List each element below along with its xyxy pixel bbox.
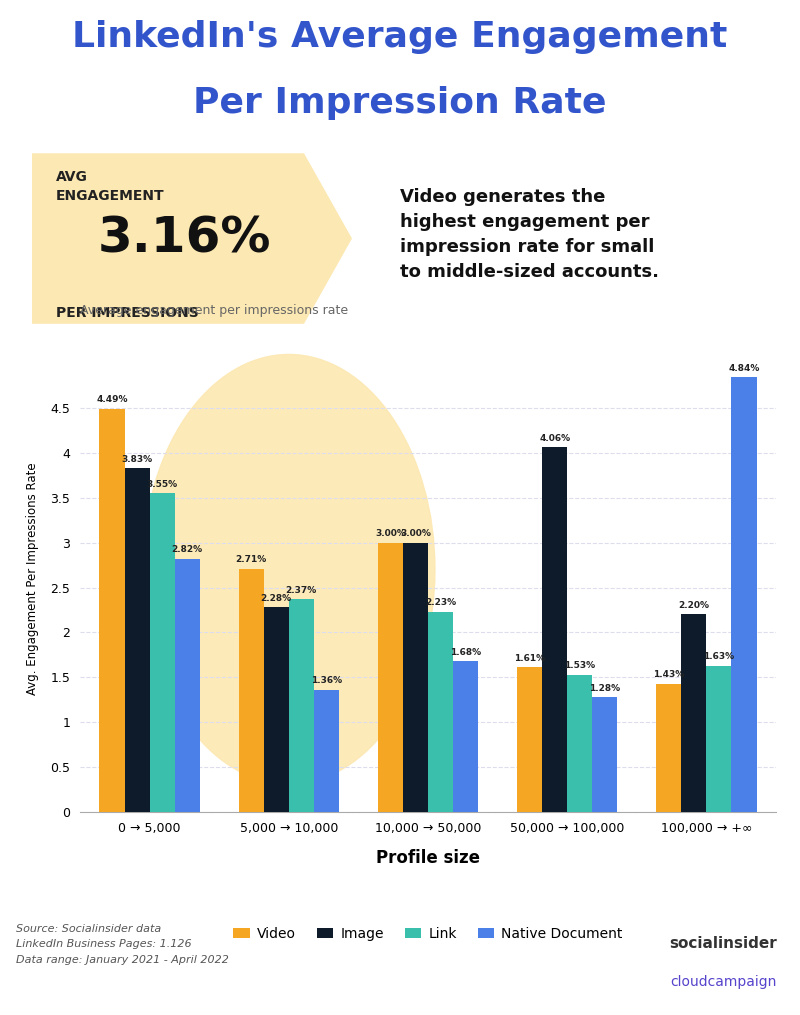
Bar bbox=[174, 559, 200, 812]
Text: 2.23%: 2.23% bbox=[425, 598, 456, 607]
Text: 1.68%: 1.68% bbox=[450, 648, 481, 657]
Legend: Video, Image, Link, Native Document: Video, Image, Link, Native Document bbox=[228, 922, 628, 947]
Bar bbox=[125, 468, 150, 812]
Bar bbox=[264, 607, 289, 812]
Text: 3.00%: 3.00% bbox=[375, 529, 406, 538]
Text: AVG
ENGAGEMENT: AVG ENGAGEMENT bbox=[56, 171, 165, 203]
Text: 3.83%: 3.83% bbox=[122, 455, 153, 464]
Bar bbox=[453, 661, 478, 812]
Text: 2.82%: 2.82% bbox=[172, 545, 202, 554]
Text: LinkedIn's Average Engagement: LinkedIn's Average Engagement bbox=[72, 20, 728, 54]
Text: Video generates the
highest engagement per
impression rate for small
to middle-s: Video generates the highest engagement p… bbox=[400, 188, 659, 281]
Bar bbox=[150, 493, 174, 812]
Text: socialinsider: socialinsider bbox=[670, 936, 777, 951]
Text: 1.36%: 1.36% bbox=[311, 676, 342, 685]
Bar bbox=[378, 543, 403, 812]
Ellipse shape bbox=[142, 354, 435, 784]
Text: 1.53%: 1.53% bbox=[564, 661, 595, 670]
Bar bbox=[542, 448, 567, 812]
Bar bbox=[289, 599, 314, 812]
Text: Average engagement per impressions rate: Average engagement per impressions rate bbox=[80, 304, 348, 317]
Bar bbox=[731, 378, 757, 812]
Text: 2.37%: 2.37% bbox=[286, 586, 317, 595]
Bar bbox=[517, 668, 542, 812]
Text: 1.61%: 1.61% bbox=[514, 654, 545, 663]
Bar bbox=[403, 543, 428, 812]
Bar bbox=[238, 568, 264, 812]
Bar bbox=[99, 409, 125, 812]
Text: 3.55%: 3.55% bbox=[146, 480, 178, 489]
Text: 4.06%: 4.06% bbox=[539, 434, 570, 443]
X-axis label: Profile size: Profile size bbox=[376, 849, 480, 867]
Text: 4.49%: 4.49% bbox=[96, 396, 128, 404]
Text: 1.63%: 1.63% bbox=[703, 653, 734, 661]
Bar bbox=[656, 684, 682, 812]
Bar bbox=[592, 697, 618, 812]
Text: 1.28%: 1.28% bbox=[590, 683, 620, 692]
Polygon shape bbox=[32, 153, 352, 324]
Text: 3.00%: 3.00% bbox=[400, 529, 431, 538]
Text: 2.71%: 2.71% bbox=[235, 555, 267, 564]
Text: 1.43%: 1.43% bbox=[653, 670, 685, 679]
Text: PER IMPRESSIONS: PER IMPRESSIONS bbox=[56, 306, 198, 320]
Text: 3.16%: 3.16% bbox=[98, 214, 270, 263]
Text: 4.84%: 4.84% bbox=[728, 364, 760, 373]
Bar bbox=[682, 614, 706, 812]
Bar bbox=[428, 612, 453, 812]
Text: cloudcampaign: cloudcampaign bbox=[670, 974, 777, 989]
Text: Source: Socialinsider data
LinkedIn Business Pages: 1.126
Data range: January 20: Source: Socialinsider data LinkedIn Busi… bbox=[16, 924, 229, 965]
Bar bbox=[314, 690, 339, 812]
Text: 2.28%: 2.28% bbox=[261, 594, 292, 603]
Bar bbox=[567, 675, 592, 812]
Bar bbox=[706, 666, 731, 812]
Y-axis label: Avg. Engagement Per Impressions Rate: Avg. Engagement Per Impressions Rate bbox=[26, 462, 39, 695]
Text: Per Impression Rate: Per Impression Rate bbox=[194, 86, 606, 120]
Text: 2.20%: 2.20% bbox=[678, 601, 710, 610]
